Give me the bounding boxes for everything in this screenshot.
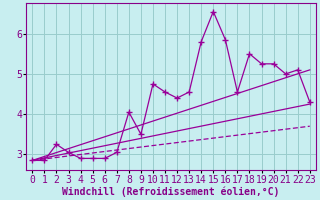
X-axis label: Windchill (Refroidissement éolien,°C): Windchill (Refroidissement éolien,°C) xyxy=(62,186,280,197)
